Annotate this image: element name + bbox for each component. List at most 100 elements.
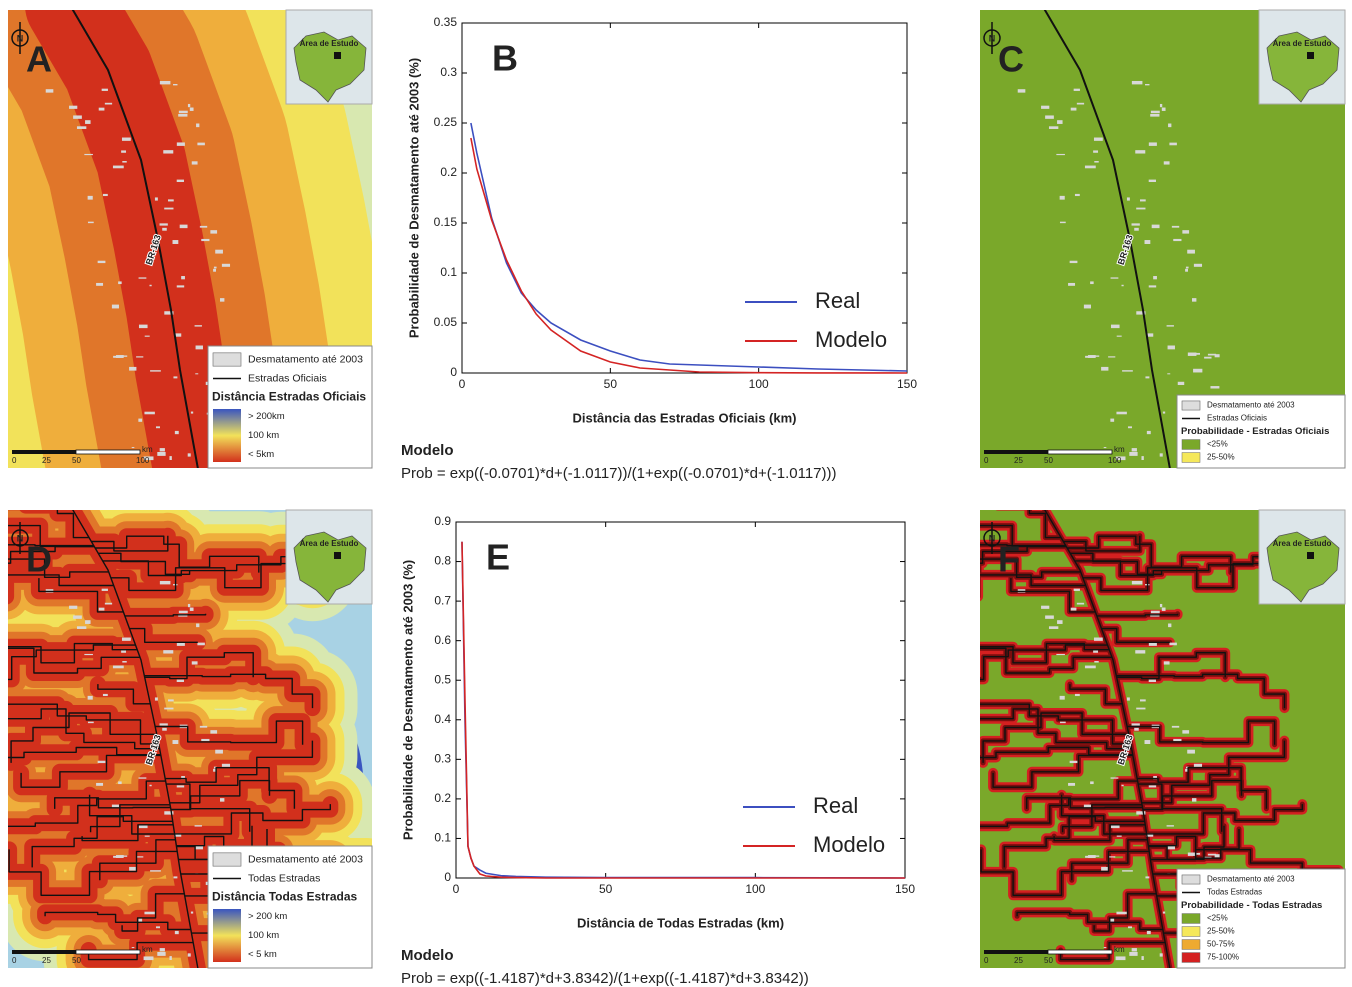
inset-label: Área de Estudo bbox=[1273, 539, 1332, 548]
deforestation-patch bbox=[191, 412, 193, 414]
legend-label: Estradas Oficiais bbox=[1207, 414, 1267, 423]
deforestation-patch bbox=[1173, 739, 1181, 741]
deforestation-patch bbox=[150, 870, 161, 871]
inset-map: Área de Estudo bbox=[286, 10, 372, 104]
deforestation-patch bbox=[1018, 89, 1026, 92]
deforestation-patch bbox=[1074, 589, 1080, 591]
deforestation-patch bbox=[113, 856, 120, 858]
deforestation-patch bbox=[1101, 367, 1108, 371]
deforestation-patch bbox=[136, 356, 143, 357]
deforestation-patch bbox=[144, 412, 154, 415]
deforestation-patch bbox=[1122, 370, 1133, 371]
legend-label: 50-75% bbox=[1207, 940, 1235, 949]
deforestation-patch bbox=[139, 777, 147, 778]
deforestation-patch bbox=[1193, 369, 1202, 373]
deforestation-patch bbox=[1090, 781, 1094, 784]
deforestation-patch bbox=[173, 84, 177, 85]
deforestation-patch bbox=[1135, 650, 1145, 653]
scale-bar bbox=[984, 450, 1048, 454]
deforestation-patch bbox=[179, 111, 188, 113]
deforestation-patch bbox=[113, 666, 124, 669]
deforestation-patch bbox=[163, 150, 173, 153]
y-tick-label: 0.3 bbox=[440, 65, 457, 79]
deforestation-patch bbox=[1129, 952, 1137, 956]
deforestation-patch bbox=[169, 456, 171, 460]
deforestation-patch bbox=[1135, 150, 1145, 153]
deforestation-patch bbox=[1068, 283, 1075, 286]
deforestation-patch bbox=[112, 305, 119, 309]
x-tick-label: 150 bbox=[895, 882, 915, 896]
y-tick-label: 0.6 bbox=[434, 633, 451, 647]
line-chart: 00.10.20.30.40.50.60.70.80.9050100150Rea… bbox=[400, 514, 915, 987]
deforestation-patch bbox=[1060, 196, 1065, 200]
legend-label: < 5km bbox=[248, 449, 274, 460]
deforestation-patch bbox=[180, 225, 188, 229]
deforestation-patch bbox=[1210, 386, 1219, 388]
deforestation-patch bbox=[1094, 638, 1103, 641]
deforestation-patch bbox=[1149, 142, 1157, 145]
map-panel: BR-163NAÁrea de Estudo02550100kmDesmatam… bbox=[8, 5, 372, 480]
deforestation-patch bbox=[118, 281, 122, 284]
map-legend: Desmatamento até 2003Todas EstradasProba… bbox=[1177, 869, 1345, 968]
deforestation-patch bbox=[1110, 419, 1114, 422]
deforestation-patch bbox=[1110, 919, 1114, 922]
deforestation-patch bbox=[1168, 623, 1171, 627]
deforestation-patch bbox=[175, 931, 179, 934]
deforestation-patch bbox=[98, 261, 106, 263]
legend-label: > 200km bbox=[248, 411, 285, 422]
formula-title: Modelo bbox=[401, 442, 454, 459]
scale-unit: km bbox=[1114, 945, 1125, 954]
deforestation-patch bbox=[181, 276, 185, 279]
x-tick-label: 100 bbox=[745, 882, 765, 896]
deforestation-patch bbox=[177, 680, 184, 682]
deforestation-patch bbox=[200, 726, 207, 728]
x-tick-label: 50 bbox=[599, 882, 613, 896]
deforestation-patch bbox=[215, 250, 223, 254]
deforestation-patch bbox=[1149, 680, 1156, 682]
deforestation-patch bbox=[1122, 870, 1133, 871]
deforestation-patch bbox=[197, 643, 204, 646]
formula-title: Modelo bbox=[401, 947, 454, 964]
deforestation-patch bbox=[179, 611, 188, 613]
legend-title: Probabilidade - Estradas Oficiais bbox=[1181, 426, 1329, 437]
deforestation-patch bbox=[177, 785, 184, 787]
deforestation-patch bbox=[197, 143, 204, 146]
x-tick-label: 0 bbox=[453, 882, 460, 896]
y-tick-label: 0.25 bbox=[434, 115, 458, 129]
formula: Prob = exp((-1.4187)*d+3.8342)/(1+exp((-… bbox=[401, 970, 809, 987]
deforestation-patch bbox=[84, 154, 93, 155]
deforestation-patch bbox=[118, 781, 122, 784]
deforestation-patch bbox=[113, 166, 124, 169]
deforestation-patch bbox=[222, 764, 230, 767]
panel-letter: D bbox=[26, 539, 52, 580]
deforestation-patch bbox=[1192, 798, 1196, 802]
scale-bar bbox=[76, 950, 140, 954]
deforestation-patch bbox=[1090, 281, 1094, 284]
deforestation-patch bbox=[1116, 956, 1126, 960]
inset-study-area bbox=[334, 52, 341, 59]
deforestation-patch bbox=[121, 150, 126, 152]
deforestation-patch bbox=[1085, 166, 1096, 169]
deforestation-patch bbox=[162, 728, 167, 731]
deforestation-patch bbox=[175, 431, 179, 434]
deforestation-patch bbox=[1111, 325, 1120, 329]
legend-label: 25-50% bbox=[1207, 927, 1235, 936]
legend-label: <25% bbox=[1207, 440, 1228, 449]
deforestation-patch bbox=[1164, 661, 1170, 664]
deforestation-patch bbox=[1141, 456, 1143, 460]
legend-label: <25% bbox=[1207, 914, 1228, 923]
deforestation-patch bbox=[1141, 956, 1143, 960]
scale-label: 50 bbox=[1044, 456, 1053, 465]
deforestation-patch bbox=[1111, 277, 1119, 278]
deforestation-patch bbox=[1085, 666, 1096, 669]
deforestation-patch bbox=[96, 783, 103, 786]
inset-study-area bbox=[334, 552, 341, 559]
deforestation-patch bbox=[1215, 854, 1220, 857]
deforestation-patch bbox=[1172, 226, 1179, 228]
deforestation-patch bbox=[1132, 581, 1143, 584]
scale-bar bbox=[12, 950, 76, 954]
legend-label: Real bbox=[813, 793, 858, 818]
deforestation-patch bbox=[188, 604, 190, 607]
deforestation-patch bbox=[150, 370, 161, 371]
